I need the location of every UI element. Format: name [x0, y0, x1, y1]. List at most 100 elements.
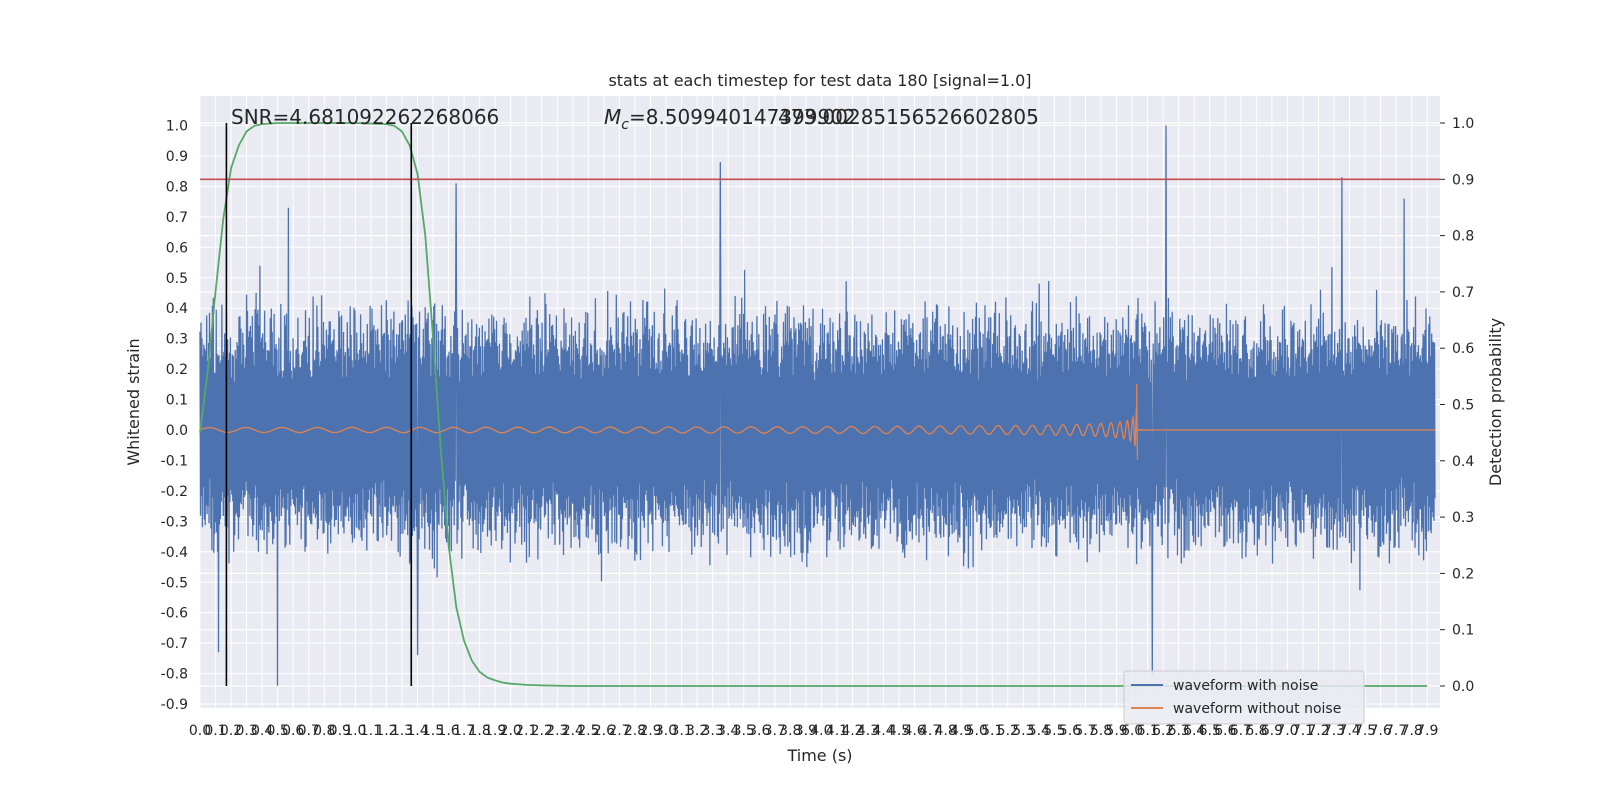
x-tick-label: 6.0	[1121, 723, 1143, 739]
y2-tick-label: 0.4	[1452, 454, 1474, 470]
x-tick-label: 5.4	[1028, 723, 1050, 739]
x-tick-label: 3.5	[733, 723, 755, 739]
x-tick-label: 4.0	[810, 723, 832, 739]
y2-tick-label: 0.2	[1452, 566, 1474, 582]
y2-tick-label: 0.6	[1452, 341, 1474, 357]
x-tick-label: 2.9	[639, 723, 661, 739]
x-tick-label: 1.1	[360, 723, 382, 739]
y-tick-label: 0.0	[166, 423, 188, 439]
y2-tick-label: 0.1	[1452, 623, 1474, 639]
x-tick-label: 3.2	[686, 723, 708, 739]
x-tick-label: 1.9	[484, 723, 506, 739]
x-tick-label: 5.8	[1090, 723, 1112, 739]
x-tick-label: 4.6	[903, 723, 925, 739]
x-tick-label: 6.2	[1152, 723, 1174, 739]
x-tick-label: 0.9	[329, 723, 351, 739]
x-tick-label: 4.3	[857, 723, 879, 739]
y2-tick-label: 0.7	[1452, 285, 1474, 301]
x-tick-label: 7.0	[1276, 723, 1298, 739]
y-tick-label: 0.5	[166, 271, 188, 287]
x-tick-label: 6.1	[1136, 723, 1158, 739]
x-tick-label: 7.5	[1354, 723, 1376, 739]
x-axis-ticks: 0.00.10.20.30.40.50.60.70.80.91.01.11.21…	[189, 723, 1438, 739]
x-tick-label: 1.8	[468, 723, 490, 739]
y-tick-label: -0.5	[161, 575, 188, 591]
x-tick-label: 0.6	[282, 723, 304, 739]
x-tick-label: 1.0	[344, 723, 366, 739]
x-tick-label: 4.9	[950, 723, 972, 739]
x-tick-label: 7.1	[1292, 723, 1314, 739]
chirp-mass-annotation: Mc=8.509940147399902	[604, 105, 856, 133]
y-tick-label: 0.2	[166, 362, 188, 378]
x-tick-label: 2.8	[624, 723, 646, 739]
x-tick-label: 2.0	[500, 723, 522, 739]
reference-lines	[200, 123, 1440, 686]
x-tick-label: 6.5	[1199, 723, 1221, 739]
x-tick-label: 4.1	[826, 723, 848, 739]
y-tick-label: -0.1	[161, 453, 188, 469]
x-tick-label: 3.7	[764, 723, 786, 739]
snr-annotation: SNR=4.681092262268066	[231, 105, 499, 129]
x-tick-label: 7.8	[1401, 723, 1423, 739]
y-tick-label: 0.7	[166, 210, 188, 226]
x-tick-label: 6.7	[1230, 723, 1252, 739]
x-tick-label: 0.2	[220, 723, 242, 739]
y-axis-ticks: -0.9 -0.8 -0.7 -0.6 -0.5 -0.4 -0.3 -0.2 -0.1 0.0 0…	[161, 119, 188, 714]
legend: waveform with noise waveform without noi…	[1123, 670, 1365, 725]
x-tick-label: 3.6	[748, 723, 770, 739]
y-axis-label: Whitened strain	[124, 338, 143, 465]
x-tick-label: 6.8	[1245, 723, 1267, 739]
y-tick-label: 0.9	[166, 149, 188, 165]
x-tick-label: 3.1	[670, 723, 692, 739]
x-tick-label: 5.2	[997, 723, 1019, 739]
x-tick-label: 2.1	[515, 723, 537, 739]
x-tick-label: 4.4	[872, 723, 894, 739]
x-tick-label: 0.7	[298, 723, 320, 739]
x-tick-label: 2.2	[531, 723, 553, 739]
clean-line	[199, 384, 1435, 460]
x-tick-label: 5.3	[1012, 723, 1034, 739]
x-tick-label: 6.6	[1214, 723, 1236, 739]
x-tick-label: 1.2	[375, 723, 397, 739]
x-tick-label: 6.3	[1168, 723, 1190, 739]
x-tick-label: 7.3	[1323, 723, 1345, 739]
x-tick-label: 0.1	[204, 723, 226, 739]
legend-entry-clean: waveform without noise	[1173, 701, 1341, 717]
x-tick-label: 7.9	[1416, 723, 1438, 739]
x-tick-label: 1.3	[391, 723, 413, 739]
noise-line	[199, 125, 1436, 686]
x-tick-label: 0.0	[189, 723, 211, 739]
x-tick-label: 4.8	[935, 723, 957, 739]
x-tick-label: 3.8	[779, 723, 801, 739]
y2-tick-label: 0.8	[1452, 229, 1474, 245]
x-tick-label: 6.4	[1183, 723, 1205, 739]
x-tick-label: 4.2	[841, 723, 863, 739]
x-tick-label: 1.4	[406, 723, 428, 739]
x-tick-label: 5.1	[981, 723, 1003, 739]
x-tick-label: 3.0	[655, 723, 677, 739]
y-tick-label: -0.3	[161, 514, 188, 530]
x-tick-label: 5.9	[1105, 723, 1127, 739]
y-tick-label: 0.3	[166, 332, 188, 348]
y-tick-label: -0.7	[161, 636, 188, 652]
y2-axis-label: Detection probability	[1486, 318, 1505, 486]
x-tick-label: 0.5	[267, 723, 289, 739]
series-waveform-without-noise	[199, 384, 1435, 460]
x-tick-label: 3.4	[717, 723, 739, 739]
x-tick-label: 2.4	[562, 723, 584, 739]
y2-tick-label: 0.9	[1452, 172, 1474, 188]
x-tick-label: 2.3	[546, 723, 568, 739]
x-tick-label: 1.7	[453, 723, 475, 739]
y-tick-label: 1.0	[166, 119, 188, 135]
x-tick-label: 3.3	[702, 723, 724, 739]
x-tick-label: 2.5	[577, 723, 599, 739]
x-tick-label: 7.4	[1338, 723, 1360, 739]
y2-axis-ticks: 0.0 0.1 0.2 0.3 0.4 0.5 0.6 0.7 0.8 0.9 1.0	[1440, 116, 1474, 695]
x-tick-label: 3.9	[795, 723, 817, 739]
x-tick-label: 4.5	[888, 723, 910, 739]
x-tick-label: 7.2	[1307, 723, 1329, 739]
y-tick-label: 0.6	[166, 240, 188, 256]
x-tick-label: 2.7	[608, 723, 630, 739]
y-tick-label: -0.6	[161, 606, 188, 622]
